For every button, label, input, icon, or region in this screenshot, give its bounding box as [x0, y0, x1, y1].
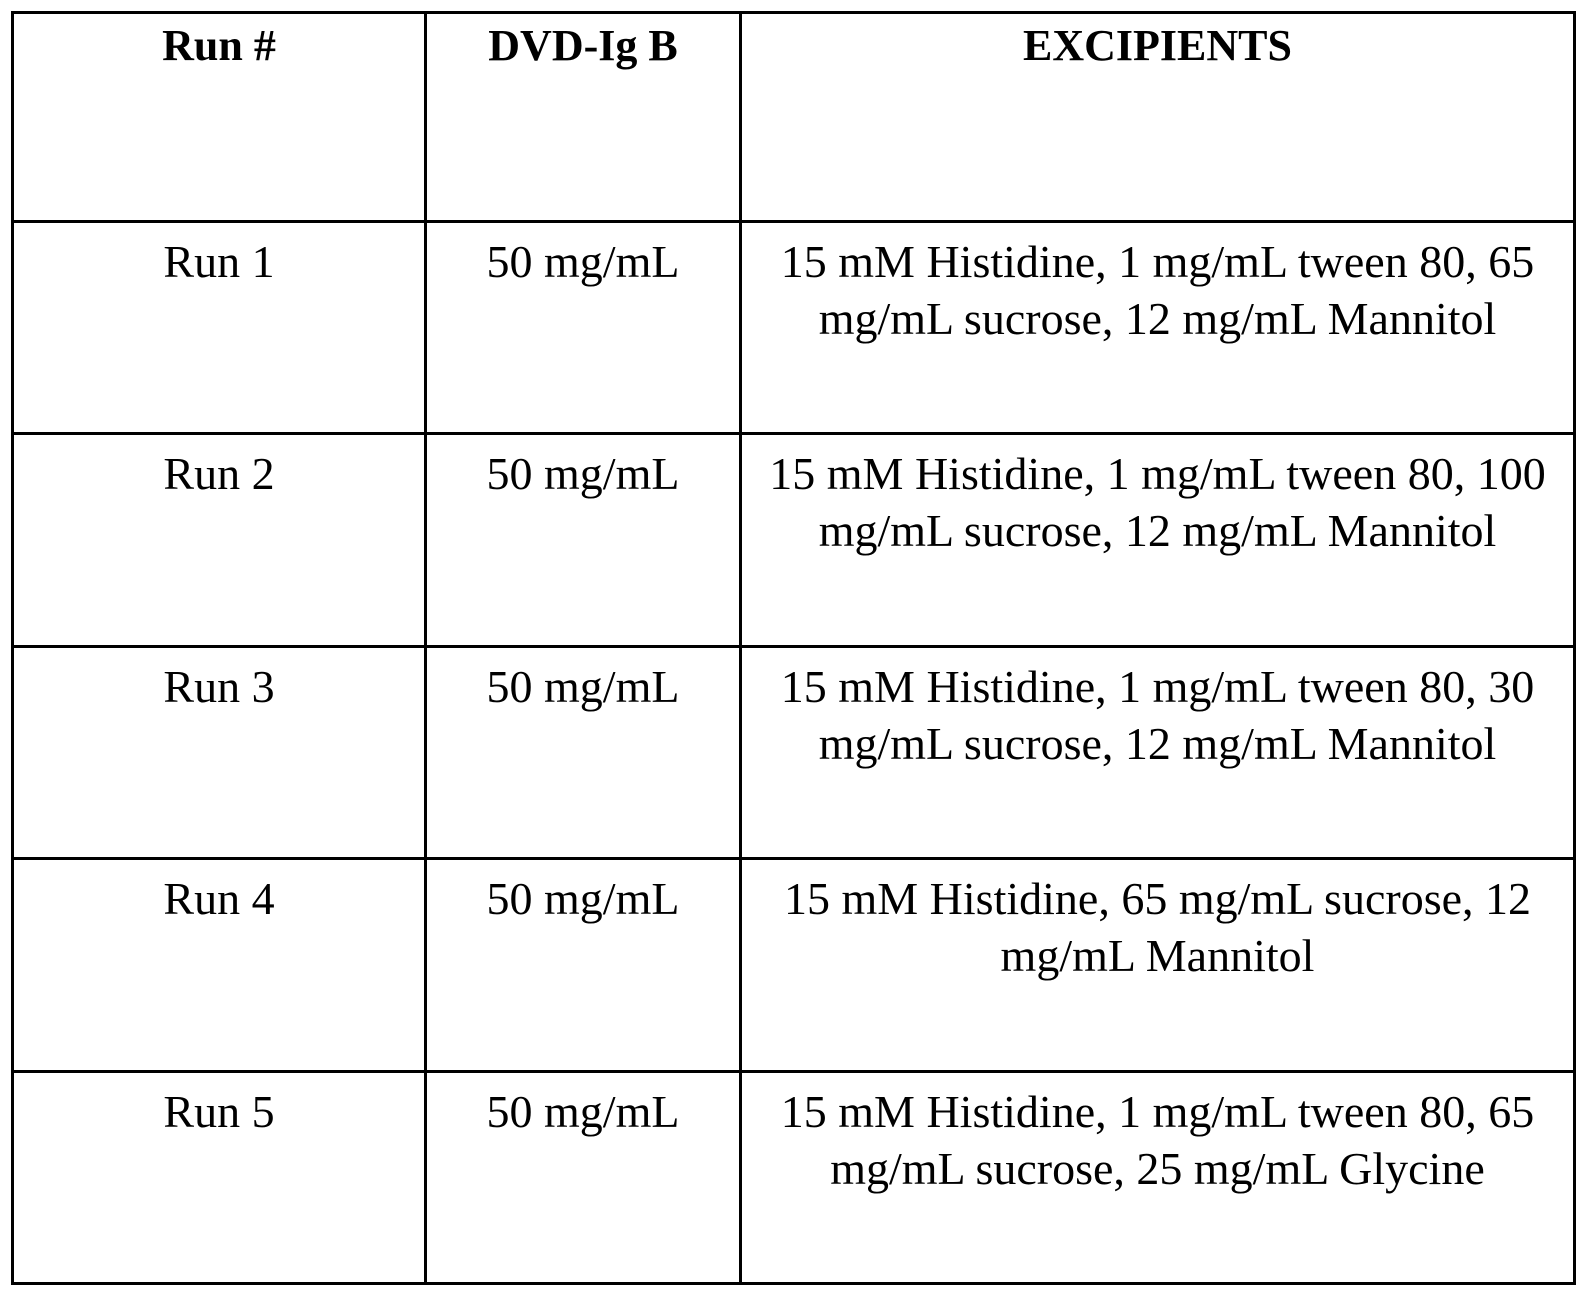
cell-excipients: 15 mM Histidine, 65 mg/mL sucrose, 12 mg…: [739, 857, 1576, 1073]
cell-dvd-ig-b: 50 mg/mL: [424, 644, 742, 861]
header-excipients: EXCIPIENTS: [739, 11, 1576, 223]
table-row: Run 4 50 mg/mL 15 mM Histidine, 65 mg/mL…: [11, 857, 1576, 1073]
cell-excipients: 15 mM Histidine, 1 mg/mL tween 80, 65 mg…: [739, 1069, 1576, 1286]
cell-dvd-ig-b: 50 mg/mL: [424, 219, 742, 436]
table-row: Run 1 50 mg/mL 15 mM Histidine, 1 mg/mL …: [11, 219, 1576, 436]
table-row: Run 3 50 mg/mL 15 mM Histidine, 1 mg/mL …: [11, 644, 1576, 861]
cell-dvd-ig-b: 50 mg/mL: [424, 1069, 742, 1286]
cell-run: Run 1: [11, 219, 427, 436]
cell-run: Run 2: [11, 432, 427, 648]
cell-dvd-ig-b: 50 mg/mL: [424, 432, 742, 648]
header-dvd-ig-b: DVD-Ig B: [424, 11, 742, 223]
cell-run: Run 4: [11, 857, 427, 1073]
cell-excipients: 15 mM Histidine, 1 mg/mL tween 80, 30 mg…: [739, 644, 1576, 861]
cell-run: Run 5: [11, 1069, 427, 1286]
cell-excipients: 15 mM Histidine, 1 mg/mL tween 80, 100 m…: [739, 432, 1576, 648]
header-run: Run #: [11, 11, 427, 223]
cell-dvd-ig-b: 50 mg/mL: [424, 857, 742, 1073]
cell-excipients: 15 mM Histidine, 1 mg/mL tween 80, 65 mg…: [739, 219, 1576, 436]
table-header-row: Run # DVD-Ig B EXCIPIENTS: [11, 11, 1576, 223]
table-row: Run 5 50 mg/mL 15 mM Histidine, 1 mg/mL …: [11, 1069, 1576, 1286]
cell-run: Run 3: [11, 644, 427, 861]
excipients-table: Run # DVD-Ig B EXCIPIENTS Run 1 50 mg/mL…: [11, 11, 1576, 1286]
table-row: Run 2 50 mg/mL 15 mM Histidine, 1 mg/mL …: [11, 432, 1576, 648]
